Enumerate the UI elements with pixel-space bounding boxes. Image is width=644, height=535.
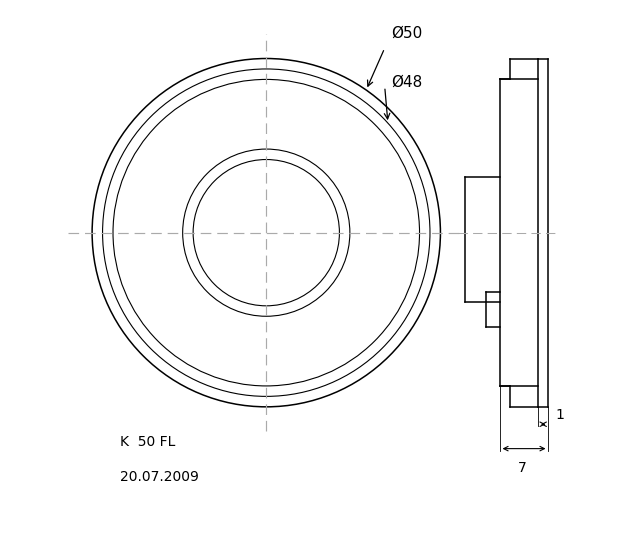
Text: Ø48: Ø48 bbox=[392, 75, 423, 90]
Text: 7: 7 bbox=[518, 461, 526, 475]
Text: 20.07.2009: 20.07.2009 bbox=[120, 470, 199, 484]
Text: Ø50: Ø50 bbox=[392, 26, 423, 41]
Text: 1: 1 bbox=[555, 408, 564, 422]
Text: K  50 FL: K 50 FL bbox=[120, 435, 175, 449]
